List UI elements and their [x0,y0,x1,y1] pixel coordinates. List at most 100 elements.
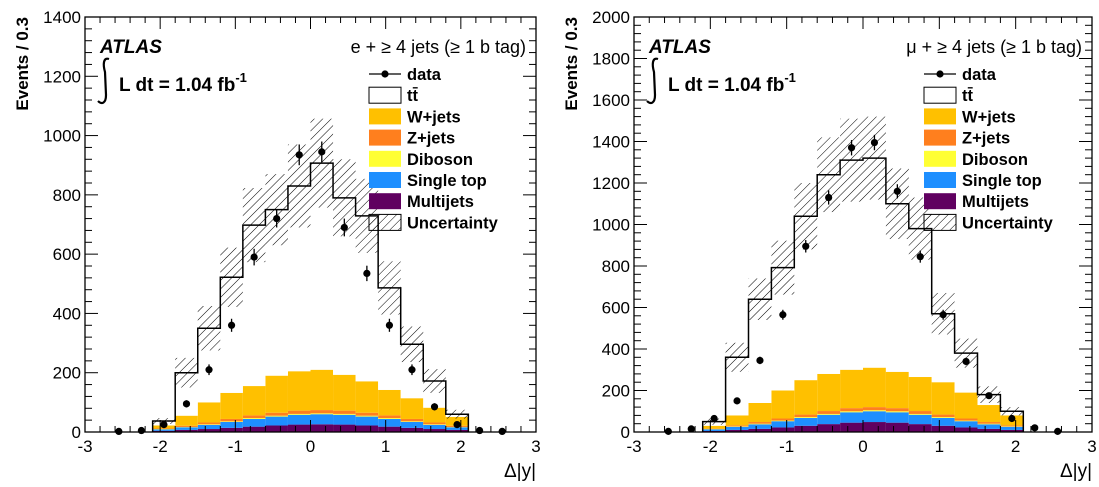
x-tick-label: 3 [1087,437,1096,456]
data-point [917,253,924,260]
stack-bar-single-top [378,419,401,427]
stack-bar-w-jets [311,370,334,410]
stack-bar-z-jets [909,411,932,414]
legend-label: Single top [962,172,1042,190]
stack-bar-multijets [311,424,334,432]
y-tick-label: 1200 [592,174,630,193]
x-tick-label: -2 [703,437,718,456]
x-tick-label: 1 [381,437,390,456]
stack-bar-w-jets [978,405,1001,422]
x-axis-title: Δ|y| [504,461,536,482]
stack-bar-single-top [978,424,1001,429]
legend-label: tt̄ [962,87,973,105]
y-tick-label: 1000 [592,216,630,235]
data-point [363,270,370,277]
data-point [985,392,992,399]
data-point [138,427,145,434]
y-tick-label: 800 [53,186,81,205]
stack-bar-w-jets [840,370,863,408]
stack-bar-z-jets [153,428,176,429]
stack-bar-w-jets [909,377,932,411]
y-tick-label: 1600 [592,91,630,110]
data-point [205,366,212,373]
stack-bar-w-jets [175,416,198,426]
stack-bar-diboson [886,411,909,412]
stack-bar-multijets [840,423,863,432]
stack-bar-z-jets [356,413,379,416]
x-tick-label: 0 [858,437,867,456]
data-point [183,400,190,407]
stack-bar-z-jets [771,419,794,421]
stack-bar-z-jets [378,415,401,418]
stack-bar-multijets [288,425,311,432]
stack-bar-w-jets [863,368,886,407]
stack-bar-z-jets [243,415,266,418]
x-tick-label: -1 [228,437,243,456]
y-tick-label: 1200 [43,67,81,86]
y-tick-label: 200 [53,364,81,383]
y-tick-label: 600 [602,299,630,318]
legend-swatch-uncertainty [924,214,956,230]
stack-bar-multijets [794,426,817,432]
x-tick-label: -2 [153,437,168,456]
x-tick-label: 0 [306,437,315,456]
stack-bar-diboson [311,413,334,414]
x-tick-label: -1 [779,437,794,456]
legend-label: Z+jets [407,130,455,148]
stack-bar-diboson [423,424,446,425]
stack-bar-w-jets [243,386,266,415]
stack-bar-diboson [978,424,1001,425]
y-tick-label: 400 [53,304,81,323]
data-point [894,188,901,195]
data-point [251,254,258,261]
stack-bar-multijets [243,427,266,432]
luminosity-label: L dt = 1.04 fb-1 [668,70,796,96]
stack-bar-w-jets [794,380,817,414]
stack-bar-z-jets [863,407,886,410]
stack-bar-z-jets [932,415,955,417]
stack-bar-multijets [771,427,794,432]
luminosity-label: L dt = 1.04 fb-1 [119,70,247,96]
y-tick-label: 400 [602,340,630,359]
stack-bar-w-jets [265,376,288,413]
stack-bar-multijets [333,425,356,432]
data-point [160,421,167,428]
stack-bar-w-jets [932,382,955,414]
data-point [733,397,740,404]
integral-sign-icon [647,59,658,103]
data-point [1031,424,1038,431]
stack-bar-single-top [909,415,932,424]
legend-label: W+jets [407,108,461,126]
legend-swatch-ttbar [924,87,956,103]
stack-bar-diboson [955,421,978,422]
legend-marker-data [381,70,388,77]
data-point [940,311,947,318]
stack-bar-single-top [153,429,176,430]
data-point [453,421,460,428]
legend-label: Multijets [962,193,1029,211]
y-axis-title: Events / 0.3 [13,17,32,111]
legend-label: Uncertainty [407,214,499,232]
stack-bar-w-jets [817,374,840,411]
luminosity-unit-exponent: -1 [235,70,247,85]
stack-bar-multijets [265,425,288,432]
stack-bar-single-top [198,425,221,429]
stack-bar-w-jets [886,372,909,408]
stack-bar-w-jets [356,381,379,412]
stack-bar-z-jets [198,423,221,425]
stack-bar-z-jets [817,411,840,414]
stack-bar-w-jets [771,391,794,419]
stack-bar-z-jets [220,419,243,421]
stack-bar-z-jets [1000,425,1023,426]
stack-bar-w-jets [749,403,772,422]
data-point [431,403,438,410]
legend-swatch-diboson [369,151,401,167]
data-point [408,366,415,373]
stack-bar-diboson [333,414,356,415]
stack-bar-diboson [198,424,221,425]
x-tick-label: 3 [531,437,540,456]
data-point [825,194,832,201]
